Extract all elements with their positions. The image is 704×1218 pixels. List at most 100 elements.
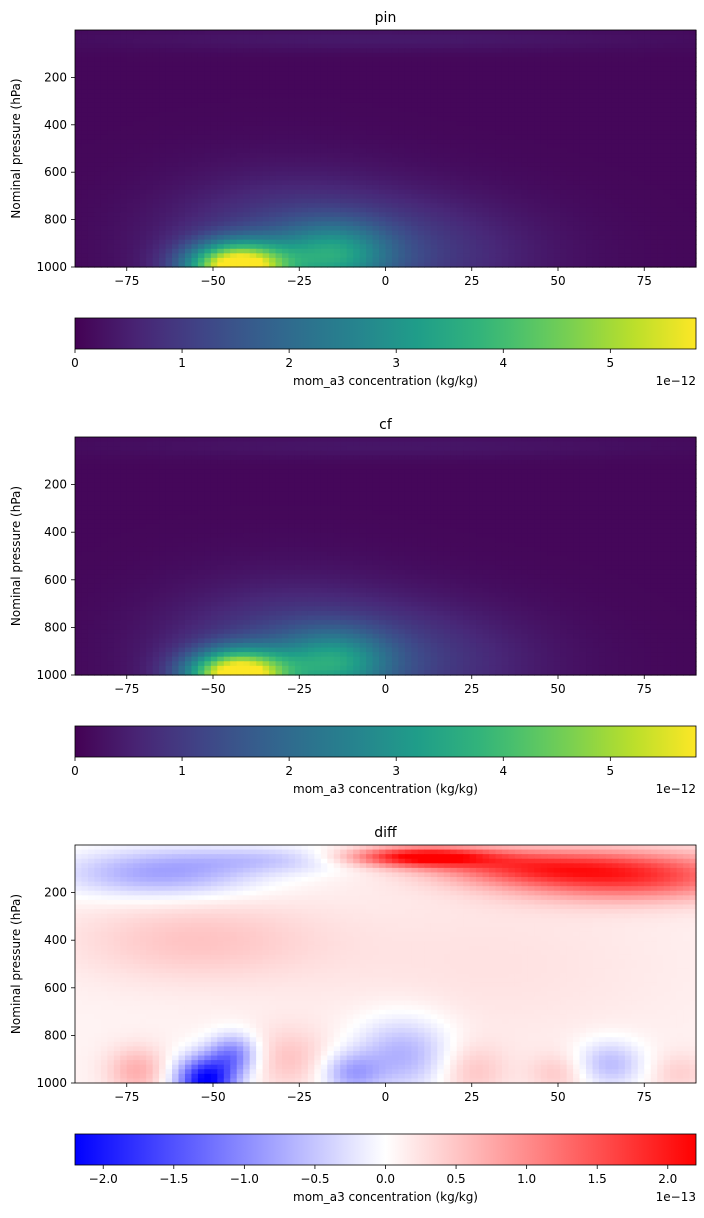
heatmap-cell	[514, 248, 522, 254]
heatmap-cell	[340, 48, 348, 54]
heatmap-cell	[236, 89, 244, 95]
heatmap-cell	[644, 162, 652, 168]
heatmap-cell	[391, 61, 400, 68]
heatmap-cell	[165, 57, 173, 63]
heatmap-cell	[540, 216, 548, 223]
heatmap-cell	[489, 148, 497, 154]
heatmap-cell	[605, 98, 613, 104]
heatmap-cell	[437, 235, 445, 241]
heatmap-cell	[282, 71, 290, 77]
heatmap-cell	[159, 198, 167, 204]
heatmap-cell	[579, 157, 587, 163]
heatmap-cell	[411, 134, 419, 140]
heatmap-cell	[320, 134, 328, 140]
heatmap-cell	[437, 116, 445, 122]
heatmap-cell	[657, 216, 665, 223]
heatmap-cell	[624, 166, 632, 172]
heatmap-cell	[197, 102, 205, 109]
heatmap-cell	[424, 116, 432, 122]
heatmap-cell	[100, 125, 108, 131]
heatmap-cell	[294, 107, 303, 113]
heatmap-cell	[398, 125, 406, 131]
heatmap-cell	[417, 180, 425, 186]
heatmap-cell	[346, 139, 354, 145]
heatmap-cell	[670, 143, 678, 150]
heatmap-cell	[81, 221, 89, 227]
heatmap-cell	[340, 84, 348, 90]
heatmap-cell	[657, 112, 665, 118]
heatmap-cell	[644, 171, 652, 177]
heatmap-cell	[307, 57, 315, 63]
heatmap-cell	[301, 93, 309, 99]
heatmap-cell	[152, 194, 160, 200]
heatmap-cell	[294, 162, 303, 168]
heatmap-cell	[139, 221, 147, 227]
heatmap-cell	[463, 184, 471, 191]
heatmap-cell	[689, 121, 697, 127]
heatmap-cell	[560, 180, 568, 186]
heatmap-cell	[598, 180, 607, 186]
heatmap-cell	[288, 43, 296, 49]
heatmap-cell	[100, 98, 108, 104]
heatmap-cell	[657, 189, 665, 195]
heatmap-cell	[75, 107, 83, 113]
heatmap-cell	[165, 43, 173, 49]
heatmap-cell	[482, 80, 490, 86]
heatmap-cell	[404, 216, 412, 223]
heatmap-cell	[417, 262, 425, 268]
heatmap-cell	[385, 239, 393, 245]
heatmap-cell	[456, 57, 464, 63]
heatmap-cell	[476, 48, 484, 54]
heatmap-cell	[81, 153, 89, 159]
heatmap-cell	[644, 235, 652, 241]
heatmap-cell	[495, 171, 503, 177]
heatmap-cell	[527, 34, 535, 40]
heatmap-cell	[172, 75, 180, 81]
heatmap-cell	[637, 198, 645, 204]
heatmap-cell	[508, 239, 516, 245]
heatmap-cell	[75, 48, 83, 54]
heatmap-cell	[249, 253, 257, 259]
heatmap-cell	[210, 61, 218, 68]
heatmap-cell	[676, 216, 684, 223]
heatmap-cell	[663, 253, 671, 259]
heatmap-cell	[178, 230, 186, 236]
heatmap-cell	[282, 194, 290, 200]
heatmap-cell	[430, 43, 438, 49]
heatmap-cell	[611, 157, 619, 163]
heatmap-cell	[184, 57, 193, 63]
heatmap-cell	[443, 198, 451, 204]
heatmap-cell	[81, 30, 89, 36]
heatmap-cell	[534, 148, 542, 154]
heatmap-cell	[223, 198, 231, 204]
heatmap-cell	[534, 203, 542, 209]
heatmap-cell	[333, 102, 341, 109]
heatmap-cell	[223, 225, 231, 232]
heatmap-cell	[676, 98, 684, 104]
heatmap-cell	[87, 148, 96, 154]
heatmap-cell	[275, 93, 283, 99]
heatmap-cell	[217, 253, 225, 259]
heatmap-cell	[87, 207, 96, 213]
heatmap-cell	[495, 125, 503, 131]
heatmap-cell	[398, 239, 406, 245]
heatmap-cell	[404, 157, 412, 163]
heatmap-cell	[670, 121, 678, 127]
heatmap-cell	[650, 130, 658, 136]
heatmap-cell	[113, 148, 121, 154]
heatmap-cell	[534, 98, 542, 104]
heatmap-cell	[81, 71, 89, 77]
heatmap-cell	[353, 43, 361, 49]
heatmap-cell	[379, 166, 387, 172]
heatmap-cell	[314, 102, 322, 109]
heatmap-cell	[152, 125, 160, 131]
heatmap-cell	[443, 216, 451, 223]
heatmap-cell	[463, 112, 471, 118]
heatmap-cell	[197, 221, 205, 227]
heatmap-cell	[327, 225, 335, 232]
heatmap-cell	[327, 107, 335, 113]
heatmap-cell	[501, 230, 510, 236]
heatmap-cell	[372, 52, 380, 58]
heatmap-cell	[631, 80, 639, 86]
heatmap-cell	[100, 153, 108, 159]
